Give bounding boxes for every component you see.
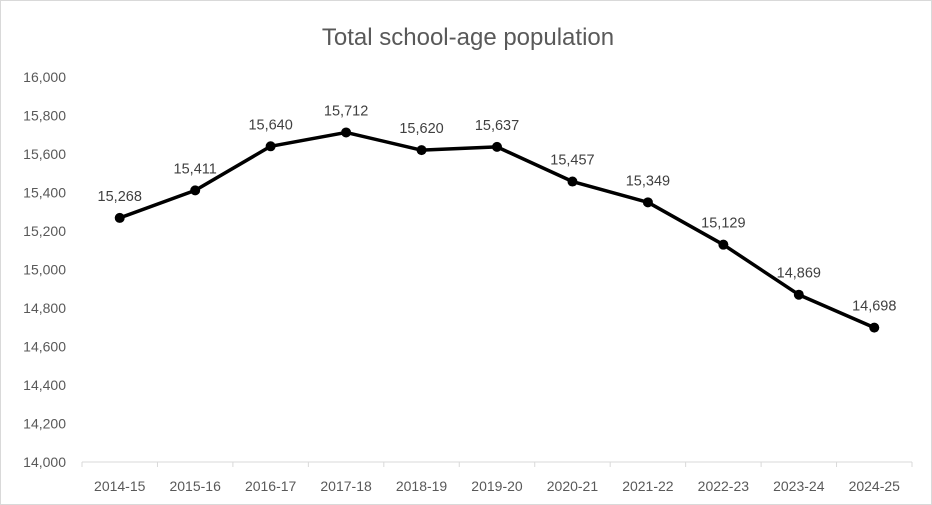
data-point [190,185,201,196]
data-labels: 15,268 15,411 15,640 15,712 15,620 15,637 15,4… [98,103,897,314]
x-tick-label: 2020-21 [547,478,599,494]
y-axis-ticks: 14,000 14,200 14,400 14,600 14,800 15,000 15,2… [23,69,66,470]
series-markers [114,127,880,333]
x-tick-label: 2024-25 [849,478,901,494]
x-tick-label: 2021-22 [622,478,674,494]
data-label: 15,457 [550,153,594,169]
y-tick-label: 15,600 [23,146,66,162]
chart-title: Total school-age population [322,24,614,51]
data-label: 14,869 [777,266,821,282]
data-point [492,141,502,152]
x-tick-label: 2018-19 [396,478,448,494]
y-tick-label: 14,200 [23,416,66,432]
x-tick-label: 2015-16 [169,478,221,494]
data-label: 15,620 [399,121,443,137]
y-tick-label: 15,200 [23,223,66,239]
data-label: 15,129 [701,216,745,232]
data-label: 15,637 [475,118,519,134]
series-line [119,130,875,330]
data-label: 15,349 [626,173,670,189]
x-tick-label: 2016-17 [245,478,297,494]
data-point [114,212,125,223]
data-point [642,197,653,208]
x-tick-label: 2014-15 [94,478,146,494]
data-point [416,145,427,156]
y-tick-label: 14,600 [23,339,66,355]
data-label: 15,712 [324,103,368,119]
x-tick-label: 2017-18 [320,478,372,494]
y-tick-label: 15,800 [23,108,66,124]
x-tick-label: 2023-24 [773,478,825,494]
data-point [567,176,578,187]
x-tick-label: 2022-23 [698,478,750,494]
data-label: 15,411 [174,161,217,177]
data-label: 15,268 [98,189,142,205]
data-point [718,239,729,250]
data-label: 14,698 [852,299,896,315]
y-tick-label: 14,400 [23,377,66,393]
y-tick-label: 15,000 [23,262,66,278]
y-tick-label: 16,000 [23,69,66,85]
data-point [265,141,276,152]
y-tick-label: 14,000 [23,454,66,470]
x-tick-label: 2019-20 [471,478,523,494]
data-label: 15,640 [248,117,292,133]
y-tick-label: 14,800 [23,300,66,316]
data-point [341,127,352,138]
data-point [869,322,880,333]
y-tick-label: 15,400 [23,185,66,201]
x-axis-ticks: 2014-15 2015-16 2016-17 2017-18 2018-19 2019-… [81,462,913,494]
data-point [793,289,804,300]
